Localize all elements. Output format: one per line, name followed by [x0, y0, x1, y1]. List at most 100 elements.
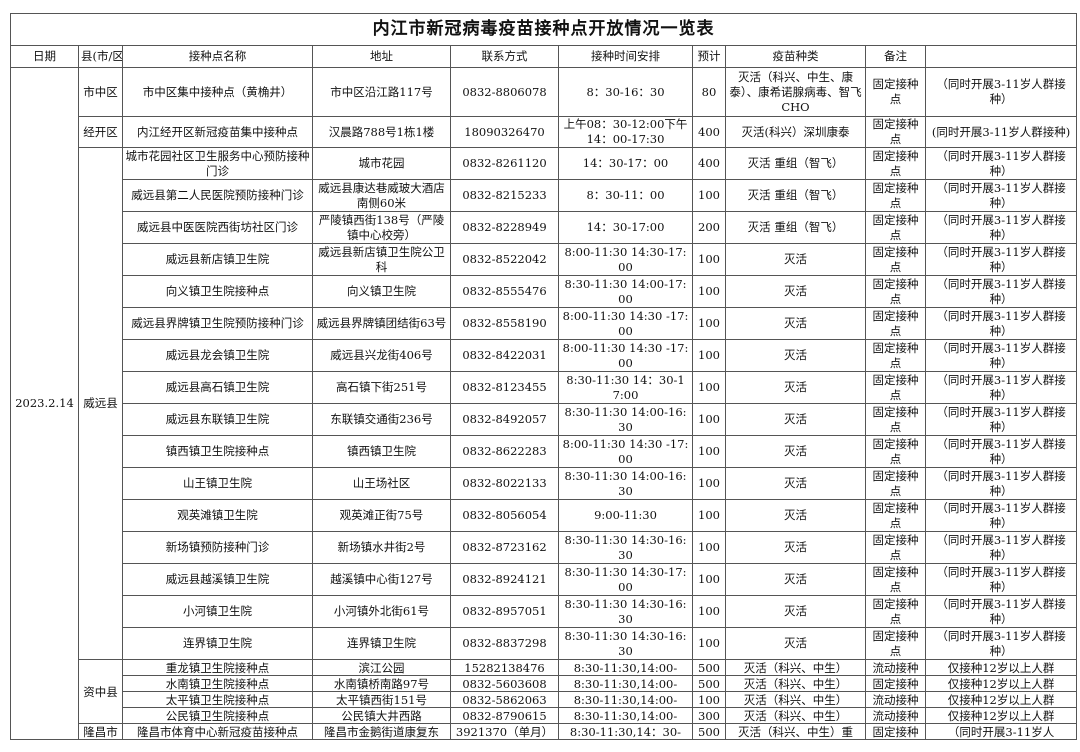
note-cell: 仅接种12岁以上人群	[924, 675, 1078, 692]
time-cell: 8:30-11:30,14:00-	[558, 707, 693, 724]
type-cell: 固定接种点	[865, 435, 926, 468]
count-cell: 100	[692, 467, 726, 500]
time-cell: 8:30-11:30 14:30-16:30	[558, 531, 693, 564]
phone-cell: 18090326470	[450, 116, 559, 148]
type-cell: 固定接种点	[865, 243, 926, 276]
phone-cell: 0832-8555476	[450, 275, 559, 308]
count-cell: 100	[692, 627, 726, 660]
note-cell: （同时开展3-11岁人群接种）	[924, 435, 1078, 468]
address-cell: 连界镇卫生院	[312, 627, 451, 660]
table-row: 公民镇卫生院接种点 公民镇大井西路 0832-8790615 8:30-11:30,1…	[11, 707, 1078, 724]
table-row: 镇西镇卫生院接种点 镇西镇卫生院 0832-8622283 8:00-11:30 14…	[11, 435, 1078, 468]
table-row: 向义镇卫生院接种点 向义镇卫生院 0832-8555476 8:30-11:30 14…	[11, 275, 1078, 308]
address-cell: 向义镇卫生院	[312, 275, 451, 308]
address-cell: 高石镇下街251号	[312, 371, 451, 404]
vaccine-cell: 灭活	[725, 467, 866, 500]
phone-cell: 15282138476	[450, 659, 559, 676]
note-cell: （同时开展3-11岁人群接种）	[924, 243, 1078, 276]
count-cell: 500	[692, 675, 726, 692]
type-cell: 流动接种	[865, 707, 926, 724]
address-cell: 镇西镇卫生院	[312, 435, 451, 468]
count-cell: 100	[692, 435, 726, 468]
count-cell: 100	[692, 179, 726, 212]
name-cell: 威远县越溪镇卫生院	[122, 563, 313, 596]
address-cell: 汉晨路788号1栋1楼	[312, 116, 451, 148]
address-cell: 公民镇大井西路	[312, 707, 451, 724]
vaccine-cell: 灭活	[725, 275, 866, 308]
phone-cell: 0832-8924121	[450, 563, 559, 596]
name-cell: 向义镇卫生院接种点	[122, 275, 313, 308]
table-row: 水南镇卫生院接种点 水南镇桥南路97号 0832-5603608 8:30-11:30…	[11, 675, 1078, 692]
type-cell: 固定接种点	[865, 531, 926, 564]
phone-cell: 0832-8056054	[450, 499, 559, 532]
note-cell: （同时开展3-11岁人群接种）	[924, 275, 1078, 308]
table-title: 内江市新冠病毒疫苗接种点开放情况一览表	[9, 13, 1078, 46]
type-cell: 固定接种点	[865, 403, 926, 436]
phone-cell: 0832-8957051	[450, 595, 559, 628]
phone-cell: 3921370（单月）	[450, 723, 559, 740]
address-cell: 威远县新店镇卫生院公卫科	[312, 243, 451, 276]
count-cell: 100	[692, 595, 726, 628]
name-cell: 威远县高石镇卫生院	[122, 371, 313, 404]
vaccine-cell: 灭活	[725, 531, 866, 564]
vaccine-cell: 灭活	[725, 435, 866, 468]
time-cell: 8:00-11:30 14:30 -17:00	[558, 435, 693, 468]
phone-cell: 0832-8022133	[450, 467, 559, 500]
phone-cell: 0832-8723162	[450, 531, 559, 564]
time-cell: 8:30-11:30 14:00-16:30	[558, 403, 693, 436]
vaccine-cell: 灭活	[725, 563, 866, 596]
time-cell: 8:30-11:30 14:00-16:30	[558, 467, 693, 500]
type-cell: 固定接种点	[865, 595, 926, 628]
time-cell: 8:30-11:30 14:00-17:00	[558, 275, 693, 308]
phone-cell: 0832-8837298	[450, 627, 559, 660]
vaccine-cell: 灭活 重组（智飞）	[725, 179, 866, 212]
name-cell: 威远县中医医院西街坊社区门诊	[122, 211, 313, 244]
header-address: 地址	[312, 45, 451, 68]
note-cell: （同时开展3-11岁人群接种）	[924, 147, 1078, 180]
note-cell: （同时开展3-11岁人群接种）	[924, 179, 1078, 212]
name-cell: 镇西镇卫生院接种点	[122, 435, 313, 468]
type-cell: 固定接种点	[865, 147, 926, 180]
count-cell: 100	[692, 307, 726, 340]
time-cell: 14：30-17：00	[558, 147, 693, 180]
count-cell: 80	[692, 67, 726, 117]
table-row: 山王镇卫生院 山王场社区 0832-8022133 8:30-11:30 14:00-…	[11, 467, 1078, 500]
address-cell: 严陵镇西街138号（严陵镇中心校旁）	[312, 211, 451, 244]
type-cell: 流动接种	[865, 691, 926, 708]
type-cell: 固定接种点	[865, 627, 926, 660]
count-cell: 500	[692, 659, 726, 676]
phone-cell: 0832-8422031	[450, 339, 559, 372]
name-cell: 公民镇卫生院接种点	[122, 707, 313, 724]
type-cell: 固定接种点	[865, 211, 926, 244]
table-row: 威远县龙会镇卫生院 威远县兴龙街406号 0832-8422031 8:00-11:3…	[11, 339, 1078, 372]
table-row: 威远县中医医院西街坊社区门诊 严陵镇西街138号（严陵镇中心校旁） 0832-822…	[11, 211, 1078, 244]
name-cell: 山王镇卫生院	[122, 467, 313, 500]
phone-cell: 0832-8806078	[450, 67, 559, 117]
time-cell: 9:00-11:30	[558, 499, 693, 532]
table-row: 2023.2.14 市中区 市中区集中接种点（黄桷井） 市中区沿江路117号 0832-…	[10, 67, 1078, 740]
type-cell: 固定接种点	[865, 67, 926, 117]
phone-cell: 0832-8558190	[450, 307, 559, 340]
district-cell: 经开区	[78, 116, 123, 148]
type-cell: 固定接种	[865, 723, 926, 740]
phone-cell: 0832-8492057	[450, 403, 559, 436]
header-vaccine-type: 疫苗种类	[725, 45, 866, 68]
table-row: 小河镇卫生院 小河镇外北街61号 0832-8957051 8:30-11:30 14…	[11, 595, 1078, 628]
count-cell: 100	[692, 371, 726, 404]
phone-cell: 0832-8123455	[450, 371, 559, 404]
type-cell: 固定接种	[865, 675, 926, 692]
district-cell: 资中县	[78, 659, 123, 724]
table-row: 隆昌市 隆昌市体育中心新冠疫苗接种点 隆昌市金鹅街道康复东 3921370（单月） 8:…	[11, 723, 1078, 740]
name-cell: 水南镇卫生院接种点	[122, 675, 313, 692]
address-cell: 越溪镇中心街127号	[312, 563, 451, 596]
type-cell: 固定接种点	[865, 371, 926, 404]
name-cell: 内江经开区新冠疫苗集中接种点	[122, 116, 313, 148]
vaccine-cell: 灭活	[725, 403, 866, 436]
vaccine-cell: 灭活（科兴、中生）	[725, 707, 866, 724]
address-cell: 市中区沿江路117号	[312, 67, 451, 117]
type-cell: 固定接种点	[865, 339, 926, 372]
type-cell: 固定接种点	[865, 116, 926, 148]
type-cell: 固定接种点	[865, 499, 926, 532]
note-cell: （同时开展3-11岁人群接种）	[924, 339, 1078, 372]
address-cell: 观英滩正街75号	[312, 499, 451, 532]
